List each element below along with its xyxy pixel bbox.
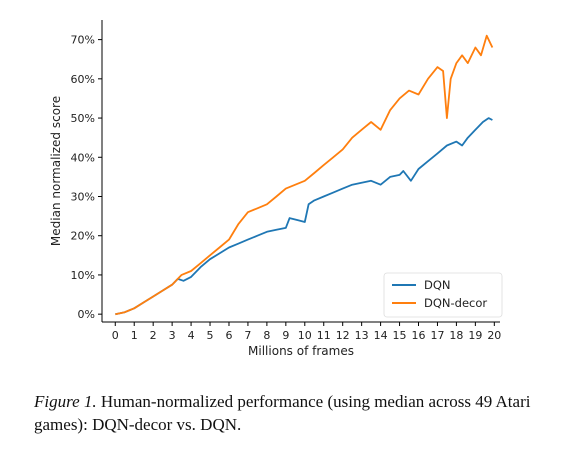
- x-tick-label: 2: [150, 329, 157, 342]
- legend-label: DQN-decor: [424, 296, 487, 310]
- x-tick-label: 5: [207, 329, 214, 342]
- x-axis-label: Millions of frames: [248, 344, 354, 358]
- x-tick-label: 0: [112, 329, 119, 342]
- y-tick-label: 10%: [71, 269, 95, 282]
- x-tick-label: 16: [412, 329, 426, 342]
- legend-label: DQN: [424, 278, 451, 292]
- chart-legend: DQN DQN-decor: [383, 272, 503, 318]
- x-tick-label: 10: [298, 329, 312, 342]
- x-tick-label: 9: [282, 329, 289, 342]
- x-tick-label: 14: [374, 329, 388, 342]
- y-tick-label: 40%: [71, 151, 95, 164]
- chart-series: [115, 34, 494, 316]
- x-tick-label: 1: [131, 329, 138, 342]
- x-tick-label: 8: [263, 329, 270, 342]
- x-tick-label: 13: [355, 329, 369, 342]
- caption-lead: Figure 1.: [34, 392, 97, 411]
- y-tick-label: 20%: [71, 230, 95, 243]
- x-tick-label: 18: [449, 329, 463, 342]
- x-tick-label: 11: [317, 329, 331, 342]
- y-tick-label: 0%: [78, 308, 95, 321]
- x-tick-label: 6: [225, 329, 232, 342]
- x-tick-label: 7: [244, 329, 251, 342]
- x-tick-label: 19: [468, 329, 482, 342]
- x-tick-label: 12: [336, 329, 350, 342]
- y-tick-label: 70%: [71, 34, 95, 47]
- y-axis-label: Median normalized score: [49, 96, 63, 246]
- x-tick-label: 17: [430, 329, 444, 342]
- figure-caption: Figure 1. Human-normalized performance (…: [34, 390, 554, 436]
- line-chart: 0%10%20%30%40%50%60%70%0 1 2 3 4 5 6 7 8 9 10 11 12 1…: [49, 20, 503, 358]
- y-tick-label: 30%: [71, 190, 95, 203]
- x-tick-label: 20: [487, 329, 501, 342]
- x-tick-label: 4: [188, 329, 195, 342]
- x-tick-label: 3: [169, 329, 176, 342]
- series-line-dqn-decor: [115, 34, 494, 316]
- chart-axes: 0%10%20%30%40%50%60%70%0 1 2 3 4 5 6 7 8 9 10 11 12 1…: [49, 20, 501, 358]
- y-tick-label: 50%: [71, 112, 95, 125]
- caption-text: Human-normalized performance (using medi…: [34, 392, 531, 434]
- y-tick-label: 60%: [71, 73, 95, 86]
- x-tick-label: 15: [393, 329, 407, 342]
- series-line-dqn: [115, 117, 493, 316]
